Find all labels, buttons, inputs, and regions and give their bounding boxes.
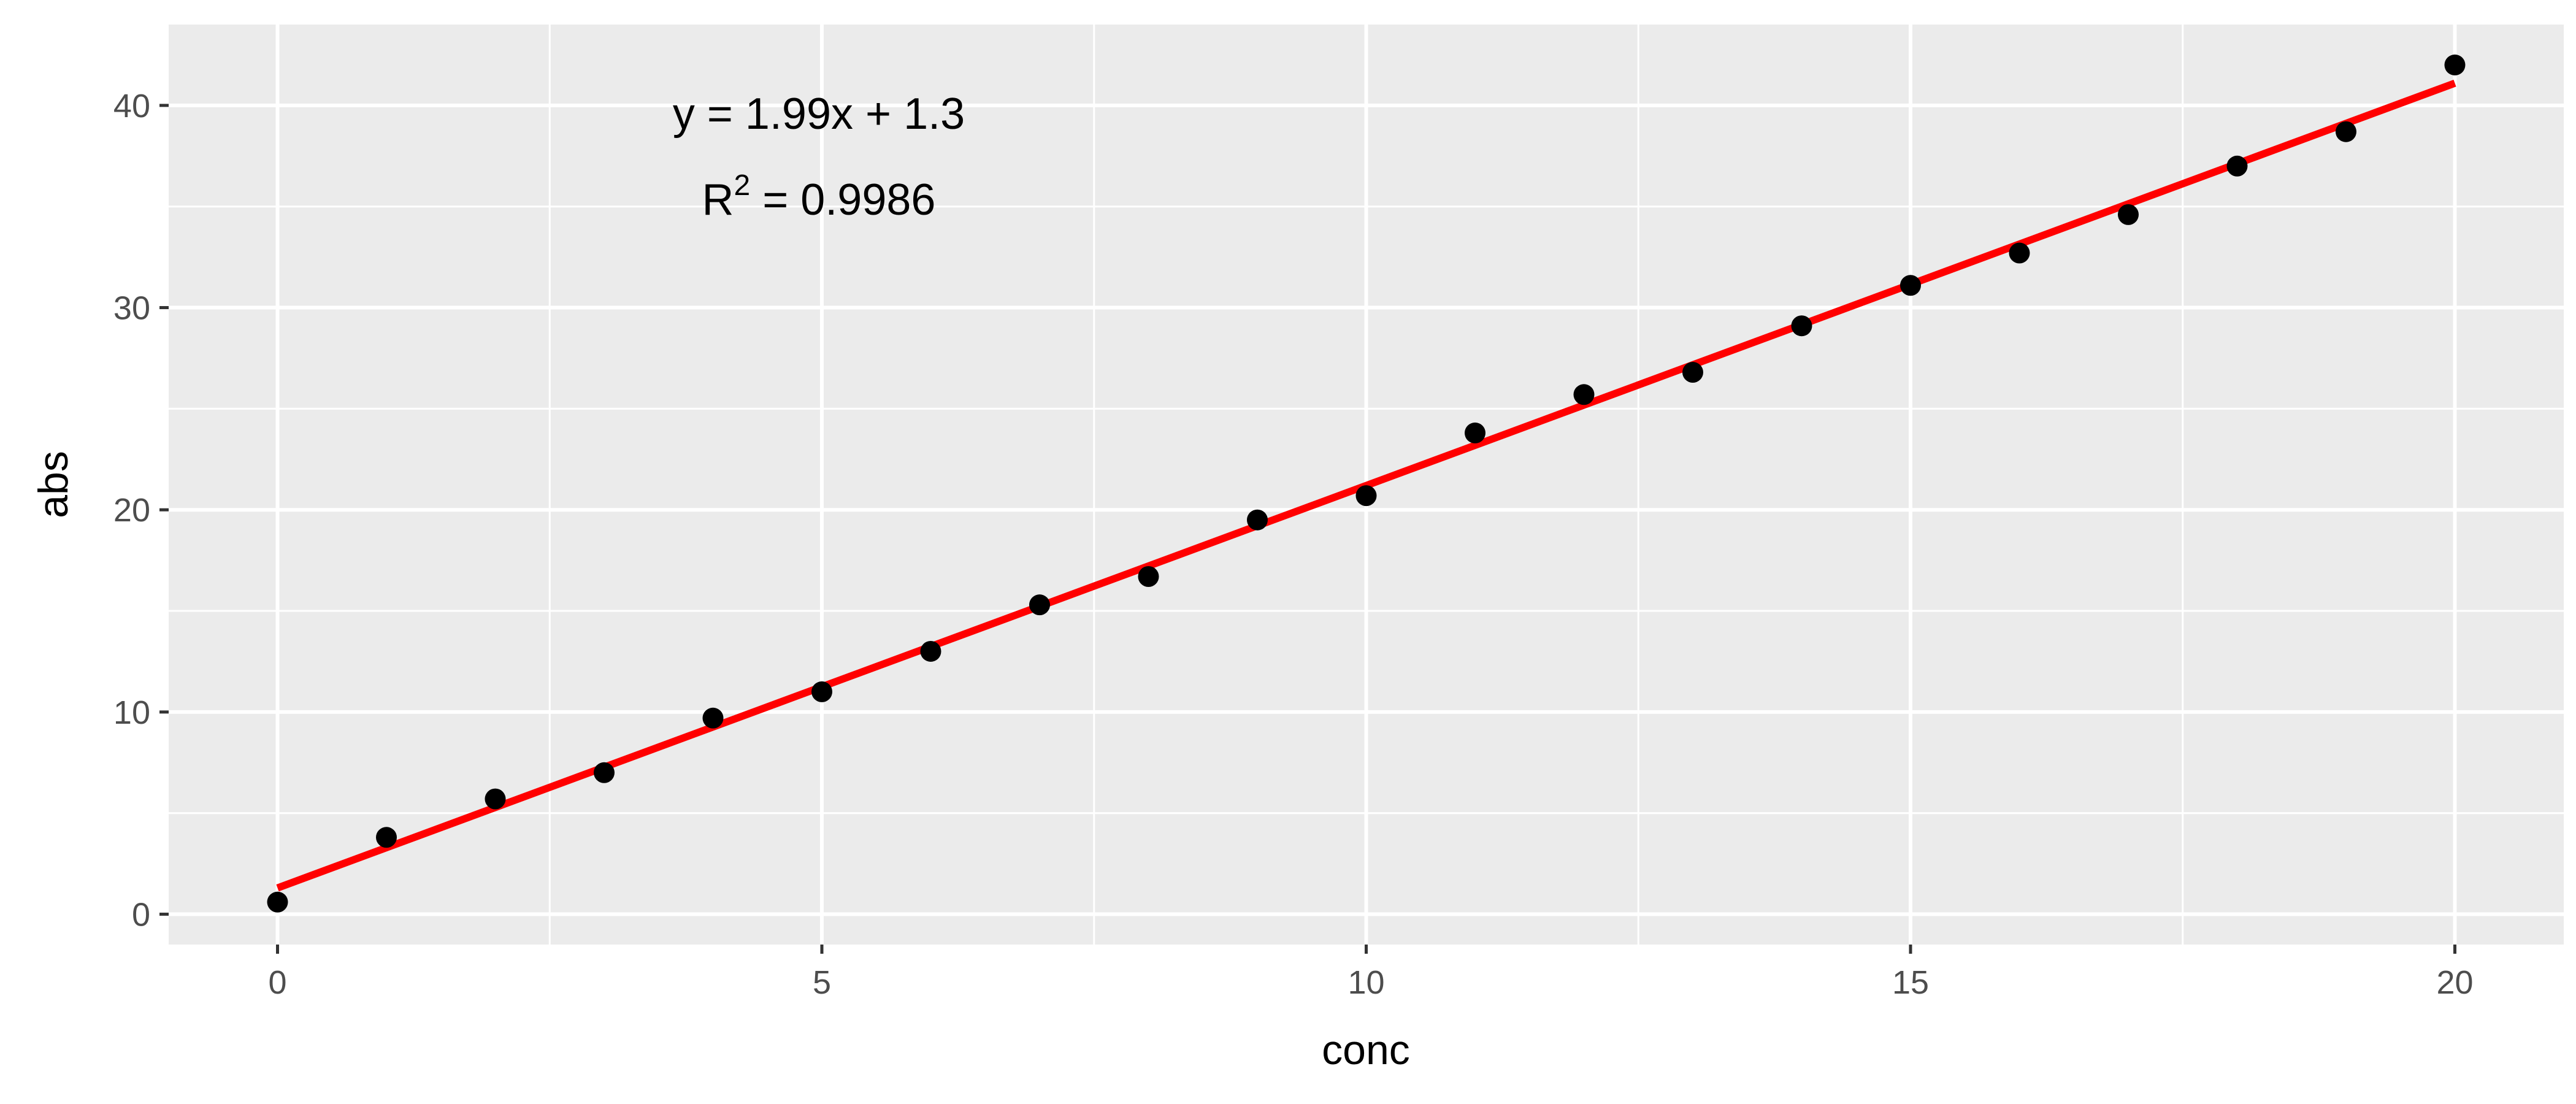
y-tick-label: 40 (113, 88, 150, 125)
r-squared-exponent: 2 (734, 169, 751, 202)
y-tick-label: 10 (113, 694, 150, 731)
x-axis-title: conc (1322, 1027, 1410, 1073)
data-point (920, 640, 941, 662)
data-point (1355, 485, 1377, 507)
data-point (1900, 275, 1921, 296)
data-point (1247, 509, 1268, 531)
equation-label: y = 1.99x + 1.3 (673, 90, 965, 139)
r-squared-base: R (702, 175, 734, 224)
data-point (267, 891, 288, 913)
x-tick-label: 15 (1892, 964, 1929, 1001)
data-point (2009, 242, 2030, 264)
data-point (2226, 155, 2248, 177)
data-point (485, 788, 506, 810)
y-tick-label: 20 (113, 492, 150, 529)
data-point (811, 681, 832, 702)
data-point (2118, 204, 2139, 225)
x-tick-label: 0 (268, 964, 286, 1001)
data-points (267, 54, 2466, 913)
r-squared-label: R2 = 0.9986 (702, 169, 936, 224)
x-axis-ticks: 0 5 10 15 20 (268, 945, 2474, 1001)
data-point (2444, 54, 2466, 75)
y-axis-ticks: 0 10 20 30 40 (113, 88, 169, 933)
data-point (1029, 594, 1050, 616)
data-point (1791, 315, 1812, 337)
x-tick-label: 20 (2436, 964, 2473, 1001)
data-point (1682, 362, 1703, 383)
r-squared-value: = 0.9986 (750, 175, 935, 224)
y-tick-label: 30 (113, 290, 150, 327)
y-axis-title: abs (30, 451, 77, 518)
data-point (702, 707, 724, 729)
y-tick-label: 0 (132, 897, 150, 933)
data-point (1138, 566, 1159, 587)
data-point (376, 827, 397, 848)
data-point (1465, 422, 1485, 443)
x-tick-label: 5 (813, 964, 831, 1001)
x-tick-label: 10 (1347, 964, 1384, 1001)
data-point (2336, 121, 2356, 142)
data-point (1573, 384, 1595, 405)
data-point (594, 762, 615, 783)
